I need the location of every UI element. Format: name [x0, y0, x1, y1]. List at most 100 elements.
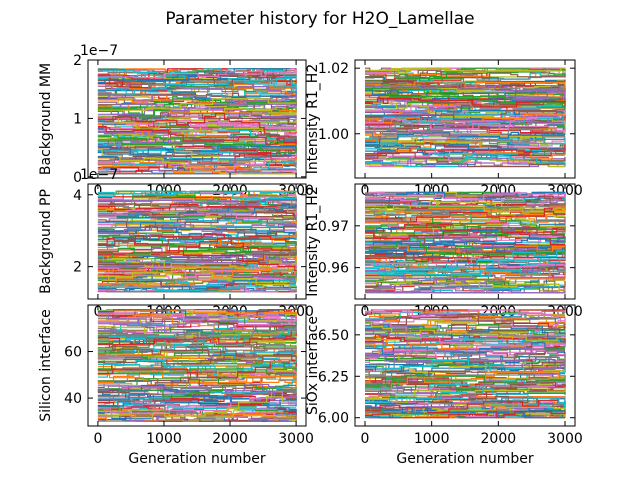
axes-frame: [87, 183, 307, 300]
series-group: [97, 68, 297, 175]
series-line: [97, 237, 297, 272]
axes-frame: [354, 183, 576, 300]
series-line: [97, 149, 297, 171]
series-line: [365, 205, 565, 236]
series-line: [97, 135, 297, 145]
series-line: [97, 272, 297, 283]
series-line: [97, 140, 297, 153]
series-line: [97, 108, 297, 131]
series-line: [365, 244, 566, 259]
series-line: [97, 127, 297, 142]
series-line: [365, 342, 566, 355]
x-tick-label: 2000: [212, 431, 248, 447]
series-line: [365, 277, 565, 284]
series-line: [365, 288, 565, 294]
series-line: [97, 253, 297, 285]
series-line: [365, 147, 565, 168]
series-line: [97, 219, 297, 229]
series-line: [365, 316, 566, 329]
series-line: [365, 114, 565, 124]
y-tick-label: 6.50: [318, 328, 349, 344]
series-line: [97, 237, 297, 254]
series-line: [365, 92, 566, 114]
series-line: [365, 76, 565, 91]
series-line: [365, 97, 566, 108]
series-line: [365, 375, 565, 385]
series-line: [97, 409, 297, 422]
series-line: [97, 312, 297, 328]
series-line: [97, 138, 297, 169]
series-line: [97, 316, 297, 330]
series-line: [365, 409, 566, 419]
series-line: [365, 90, 565, 104]
series-line: [97, 309, 297, 318]
series-line: [97, 335, 297, 350]
series-line: [97, 379, 297, 399]
y-tick-label: 60: [64, 345, 82, 361]
series-line: [365, 348, 565, 359]
y-tick-label: 2: [73, 53, 82, 69]
series-line: [365, 321, 565, 341]
series-line: [97, 68, 297, 79]
series-line: [97, 74, 297, 92]
series-line: [365, 131, 566, 142]
series-line: [97, 125, 297, 145]
series-line: [97, 274, 297, 284]
x-tick-label: 0: [361, 431, 370, 447]
series-line: [97, 116, 297, 132]
series-group: [97, 190, 297, 293]
series-line: [365, 395, 566, 407]
series-line: [365, 265, 566, 294]
series-line: [365, 161, 565, 168]
series-line: [97, 263, 297, 278]
series-line: [97, 343, 297, 363]
figure-title: Parameter history for H2O_Lamellae: [165, 9, 474, 29]
x-axis-label: Generation number: [396, 451, 533, 467]
series-line: [97, 199, 297, 205]
x-axis-label: Generation number: [128, 451, 265, 467]
x-tick-label: 3000: [547, 183, 583, 199]
series-line: [365, 410, 566, 419]
series-line: [365, 191, 566, 201]
series-line: [97, 68, 297, 79]
series-line: [365, 137, 566, 162]
series-line: [365, 154, 565, 168]
axes-frame: [354, 59, 576, 179]
series-line: [365, 198, 566, 222]
series-line: [365, 309, 566, 318]
x-tick-label: 3000: [547, 431, 583, 447]
series-line: [365, 399, 566, 413]
series-line: [365, 388, 566, 409]
series-line: [365, 254, 566, 272]
series-group: [365, 67, 566, 168]
series-line: [365, 354, 565, 364]
series-line: [97, 102, 297, 125]
series-line: [365, 362, 566, 383]
x-tick-label: 1000: [414, 431, 450, 447]
series-line: [97, 385, 297, 399]
subplot-bottom-left: 0 1000 2000 3000 40 60 Silicon interface Genera…: [38, 304, 314, 467]
series-line: [365, 324, 565, 342]
series-line: [365, 67, 566, 80]
series-line: [365, 227, 566, 245]
series-line: [97, 126, 297, 145]
series-line: [97, 216, 297, 228]
series-line: [97, 246, 297, 259]
series-line: [365, 379, 565, 399]
series-line: [97, 225, 297, 246]
x-tick-label: 1000: [146, 431, 182, 447]
x-tick-label: 3000: [278, 431, 314, 447]
y-tick-label: 0.97: [318, 219, 349, 235]
series-line: [365, 104, 565, 119]
series-line: [97, 77, 297, 95]
axes-frame: [354, 304, 576, 427]
series-line: [365, 204, 566, 216]
y-offset-label: 1e−7: [80, 43, 118, 59]
series-line: [97, 195, 297, 206]
series-line: [97, 311, 297, 331]
